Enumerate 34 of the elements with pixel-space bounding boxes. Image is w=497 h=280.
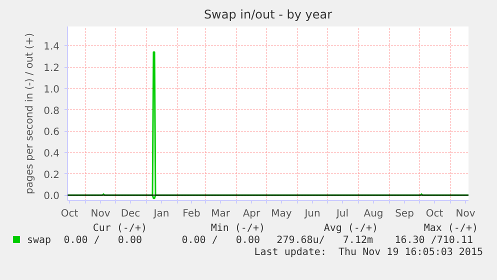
x-tick-label: Oct [60, 208, 78, 220]
x-tick-label: Mar [211, 208, 231, 220]
x-tick-label: Jul [335, 208, 349, 220]
text: 16.30 /710.11 [394, 234, 473, 248]
y-tick-label: 1.2 [44, 63, 60, 74]
y-tick-label: 1.0 [44, 84, 60, 96]
x-tick-label: Feb [182, 208, 200, 220]
text: Cur (-/+) [92, 222, 147, 236]
x-tick-label: May [271, 208, 292, 220]
text: 0.00 / 0.00 [64, 234, 142, 248]
legend-label: swap [27, 234, 52, 248]
x-tick-label: Sep [395, 208, 414, 220]
x-tick-label: Oct [426, 208, 444, 220]
x-tick-label: Jun [304, 208, 320, 220]
y-axis-title: pages per second in (-) / out (+) [24, 32, 36, 194]
x-tick-label: Apr [242, 208, 262, 220]
text: Last update: Thu Nov 19 16:05:03 2015 [254, 246, 483, 260]
chart-title: Swap in/out - by year [204, 8, 332, 22]
y-tick-label: 0.4 [44, 148, 60, 160]
text: 0.00 / 0.00 [182, 234, 260, 248]
y-tick-label: 0.2 [44, 170, 60, 181]
text: Min (-/+) [210, 222, 265, 236]
text: 279.68u/ 7.12m [276, 234, 373, 247]
x-tick-label: Nov [456, 208, 476, 220]
x-tick-label: Jan [152, 208, 170, 220]
text: Max (-/+) [424, 222, 478, 236]
text: Avg (-/+) [324, 222, 378, 236]
x-tick-label: Nov [90, 208, 110, 220]
y-tick-label: 0.8 [44, 106, 60, 117]
x-tick-label: Aug [364, 208, 384, 220]
y-tick-label: 1.4 [44, 42, 60, 53]
x-tick-label: Dec [120, 208, 140, 220]
y-tick-label: 0.6 [44, 127, 60, 138]
y-tick-label: 0.0 [44, 191, 60, 202]
